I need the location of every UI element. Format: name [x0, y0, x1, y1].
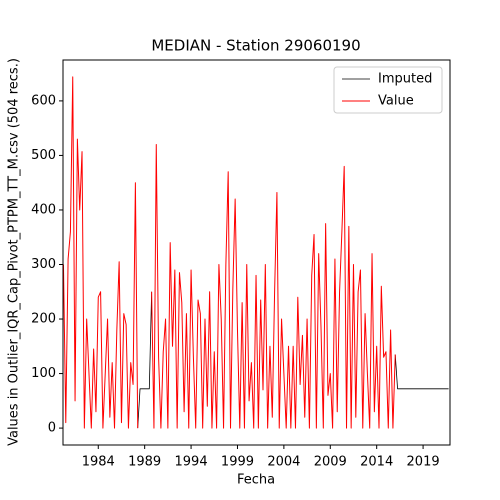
x-tick-label: 1994 — [175, 455, 208, 470]
x-tick-label: 2019 — [407, 455, 440, 470]
y-tick-label: 100 — [31, 366, 56, 381]
y-tick-label: 0 — [48, 421, 56, 436]
x-tick-label: 2014 — [360, 455, 393, 470]
x-axis-label: Fecha — [237, 473, 275, 488]
x-tick-label: 2004 — [267, 455, 300, 470]
y-axis-label: Values in Outlier_IQR_Cap_Pivot_PTPM_TT_… — [7, 58, 22, 446]
legend-label: Value — [378, 94, 414, 109]
series-line — [137, 291, 449, 429]
series-line — [63, 76, 396, 429]
x-tick-label: 1984 — [82, 455, 115, 470]
y-tick-label: 500 — [31, 148, 56, 163]
y-tick-label: 200 — [31, 312, 56, 327]
chart-title: MEDIAN - Station 29060190 — [151, 37, 360, 55]
legend-label: Imputed — [378, 72, 432, 87]
x-tick-label: 1989 — [128, 455, 161, 470]
x-tick-label: 1999 — [221, 455, 254, 470]
plot-frame — [62, 59, 451, 446]
x-tick-label: 2009 — [314, 455, 347, 470]
y-tick-label: 600 — [31, 93, 56, 108]
y-tick-label: 400 — [31, 202, 56, 217]
y-tick-label: 300 — [31, 257, 56, 272]
